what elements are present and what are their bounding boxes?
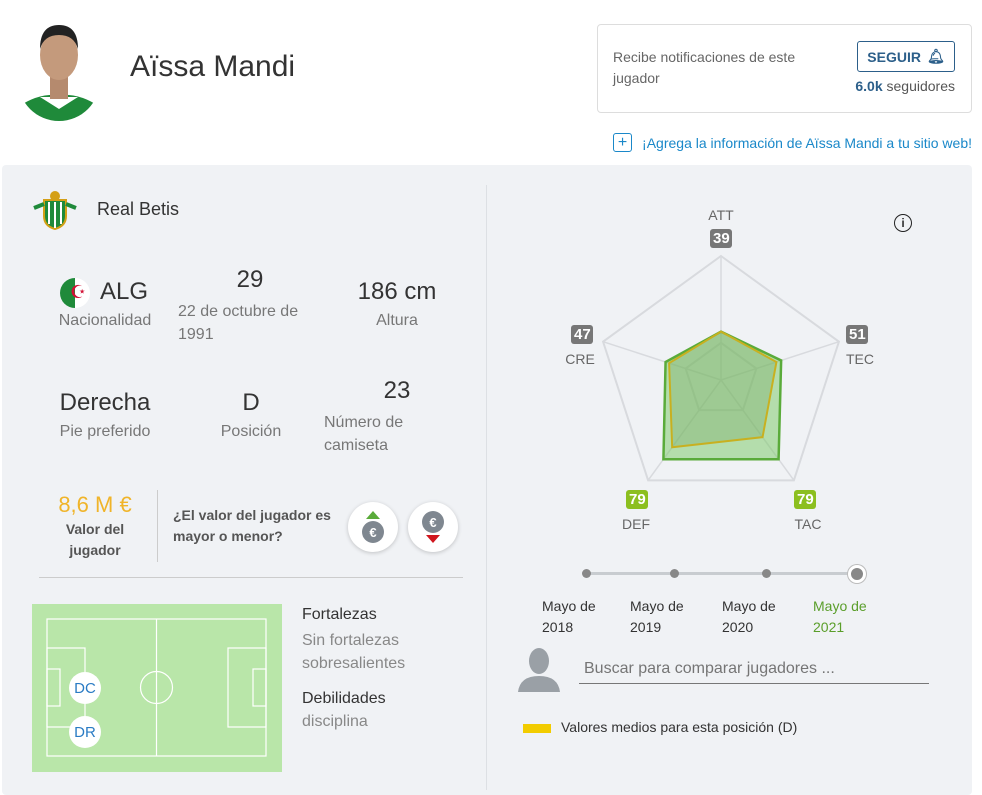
timeline-label[interactable]: Mayo de 2020 (722, 598, 776, 635)
follow-label: SEGUIR (867, 48, 921, 65)
average-series-area (668, 330, 778, 449)
follow-button[interactable]: SEGUIR 🔔︎ (857, 41, 955, 72)
nationality-value: ALG (100, 278, 149, 305)
radar-axis-label: TAC (794, 516, 822, 532)
player-series-area (662, 330, 783, 461)
arrow-down-icon (426, 535, 440, 543)
bell-icon: 🔔︎ (926, 48, 945, 64)
radar-axis-label: CRE (565, 351, 595, 367)
divider (486, 185, 487, 790)
nationality-label: Nacionalidad (58, 312, 152, 329)
market-value: 8,6 M € (58, 492, 132, 517)
market-value-label: Valor del jugador (65, 521, 125, 558)
club-crest-icon (32, 190, 78, 235)
radar-value-badge: 47 (571, 325, 593, 344)
add-info-text: ¡Agrega la información de Aïssa Mandi a … (642, 134, 972, 151)
radar-grid (601, 254, 841, 482)
timeline-point[interactable] (761, 569, 771, 578)
radar-axis-label: TEC (846, 351, 874, 367)
position-label: Posición (220, 423, 282, 440)
legend-label: Valores medios para esta posición (D) (561, 719, 798, 735)
divider (157, 490, 158, 562)
value-lower-button[interactable]: € (408, 502, 458, 552)
add-info-link[interactable]: + ¡Agrega la información de Aïssa Mandi a… (613, 133, 972, 152)
followers-count: 6.0k seguidores (855, 78, 955, 94)
timeline-point[interactable] (581, 569, 591, 578)
timeline-track (585, 572, 857, 575)
age-value: 29 (236, 266, 264, 293)
shirt-label: Número de camiseta (324, 414, 404, 454)
timeline-point[interactable] (848, 564, 866, 583)
position-marker: DR (69, 716, 101, 748)
divider (39, 577, 463, 578)
info-icon[interactable]: i (894, 214, 912, 232)
euro-icon: € (422, 511, 444, 533)
arrow-up-icon (366, 511, 380, 519)
timeline-label[interactable]: Mayo de 2018 (542, 598, 596, 635)
weaknesses-title: Debilidades (302, 690, 386, 707)
radar-value-badge: 39 (710, 229, 732, 248)
compare-search-input[interactable] (579, 655, 929, 684)
value-question: ¿El valor del jugador es mayor o menor? (173, 507, 331, 544)
algeria-flag-icon: ☪ (60, 278, 90, 308)
foot-value: Derecha (59, 389, 151, 416)
player-photo (18, 15, 100, 121)
height-value: 186 cm (357, 278, 437, 305)
club-name[interactable]: Real Betis (97, 199, 180, 219)
followers-label: seguidores (886, 78, 956, 94)
euro-icon: € (362, 521, 384, 543)
notification-text: Recibe notificaciones de este jugador (613, 49, 796, 86)
player-name: Aïssa Mandi (130, 50, 296, 83)
timeline-label[interactable]: Mayo de 2019 (630, 598, 684, 635)
radar-axis-label: ATT (708, 207, 734, 223)
height-label: Altura (376, 312, 418, 329)
radar-value-badge: 79 (626, 490, 648, 509)
strengths-title: Fortalezas (302, 606, 377, 623)
radar-axis-label: DEF (622, 516, 650, 532)
followers-number: 6.0k (855, 78, 883, 94)
weaknesses-text: disciplina (302, 713, 368, 730)
user-silhouette-icon (518, 646, 560, 697)
legend-swatch (523, 724, 551, 733)
position-marker: DC (69, 672, 101, 704)
notification-box: Recibe notificaciones de este jugador SE… (597, 24, 972, 113)
position-value: D (242, 389, 260, 416)
shirt-value: 23 (383, 377, 411, 404)
plus-icon: + (613, 133, 633, 152)
strengths-text: Sin fortalezas sobresalientes (302, 632, 406, 672)
foot-label: Pie preferido (59, 423, 151, 440)
birthdate-label: 22 de octubre de 1991 (178, 303, 299, 343)
radar-value-badge: 79 (794, 490, 816, 509)
radar-value-badge: 51 (846, 325, 868, 344)
timeline-label[interactable]: Mayo de 2021 (813, 598, 867, 635)
value-higher-button[interactable]: € (348, 502, 398, 552)
timeline-point[interactable] (669, 569, 679, 578)
